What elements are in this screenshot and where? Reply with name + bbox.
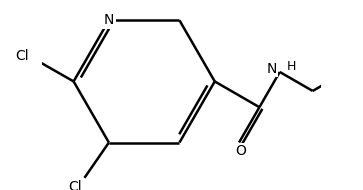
Text: O: O	[235, 144, 246, 158]
Text: H: H	[286, 60, 296, 73]
Text: N: N	[104, 13, 114, 27]
Text: Cl: Cl	[68, 180, 82, 190]
Text: Cl: Cl	[15, 49, 29, 63]
Text: N: N	[267, 62, 277, 76]
